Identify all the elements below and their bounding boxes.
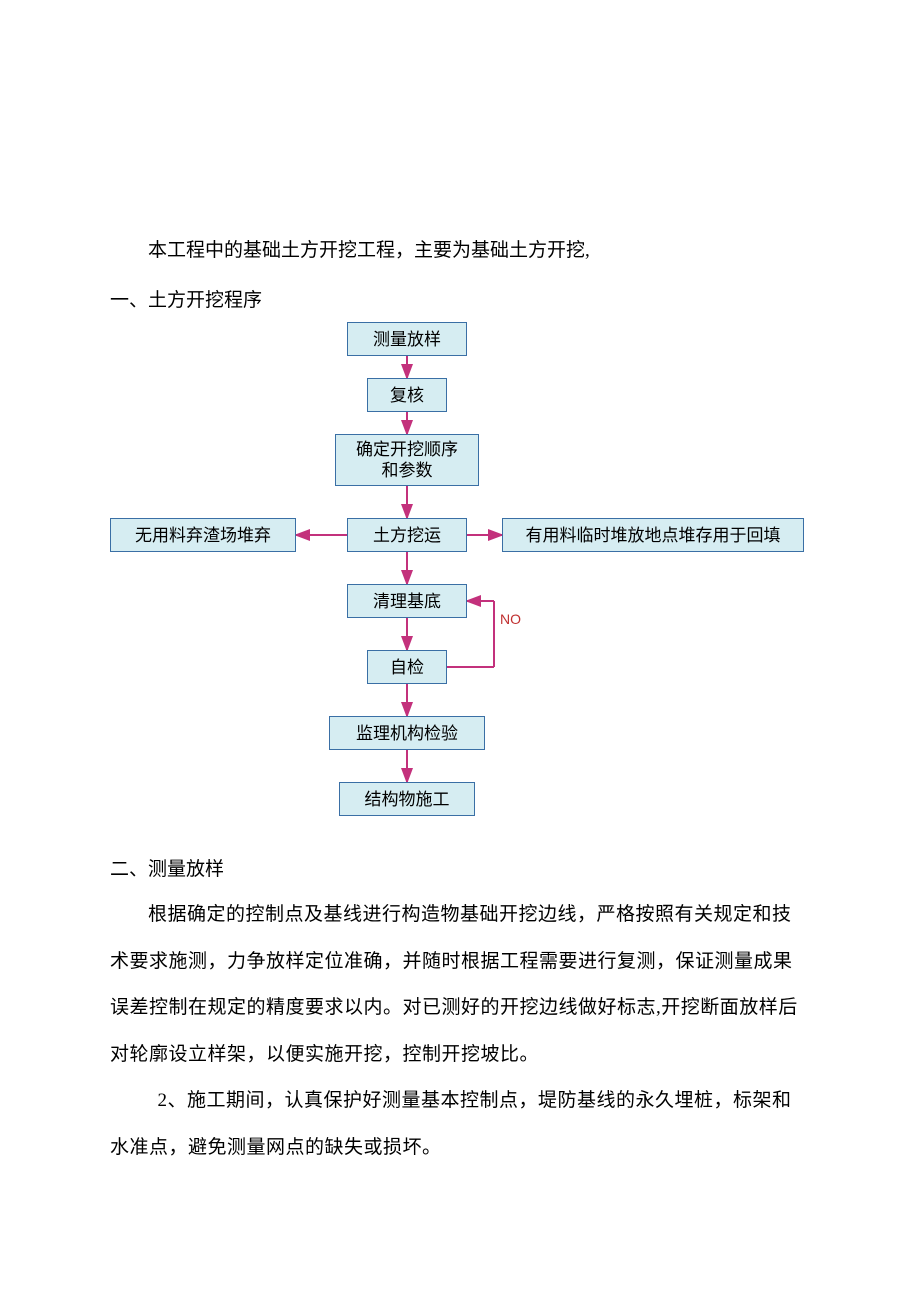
flowchart-node-n3: 确定开挖顺序 和参数 (335, 434, 479, 486)
flowchart-node-n4: 土方挖运 (347, 518, 467, 552)
flowchart-node-n5: 清理基底 (347, 584, 467, 618)
intro-paragraph: 本工程中的基础土方开挖工程，主要为基础土方开挖, (110, 229, 810, 273)
document-page: 本工程中的基础土方开挖工程，主要为基础土方开挖, 一、土方开挖程序 NO 测量放… (0, 0, 920, 1271)
flowchart: NO 测量放样复核确定开挖顺序 和参数无用料弃渣场堆弃 土方挖运 有用料临时堆放地点… (110, 322, 810, 832)
flowchart-node-left: 无用料弃渣场堆弃 (110, 518, 296, 552)
flowchart-node-n2: 复核 (367, 378, 447, 412)
flowchart-connectors: NO (110, 322, 810, 832)
flowchart-node-n8: 结构物施工 (339, 782, 475, 816)
flowchart-node-right: 有用料临时堆放地点堆存用于回填 (502, 518, 804, 552)
section-2-heading: 二、测量放样 (110, 848, 810, 892)
flowchart-node-n7: 监理机构检验 (329, 716, 485, 750)
flowchart-node-n1: 测量放样 (347, 322, 467, 356)
section-1-heading: 一、土方开挖程序 (110, 279, 810, 323)
svg-text:NO: NO (500, 611, 521, 627)
section-2-para-2: 2、施工期间，认真保护好测量基本控制点，堤防基线的永久埋桩，标架和水准点，避免测… (110, 1078, 810, 1171)
flowchart-node-n6: 自检 (367, 650, 447, 684)
section-2-para-1: 根据确定的控制点及基线进行构造物基础开挖边线，严格按照有关规定和技术要求施测，力… (110, 892, 810, 1078)
